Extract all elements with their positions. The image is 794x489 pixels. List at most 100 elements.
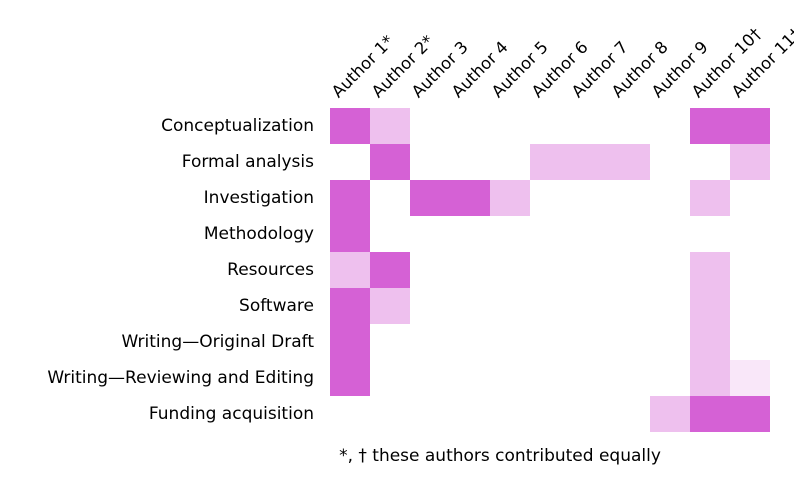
heatmap-cell: [730, 324, 770, 360]
heatmap-cell: [530, 144, 570, 180]
row-label: Investigation: [203, 188, 314, 208]
row-label: Formal analysis: [181, 152, 314, 172]
heatmap-cell: [410, 288, 450, 324]
heatmap-cell: [650, 216, 690, 252]
row-label: Software: [239, 296, 314, 316]
heatmap-cell: [370, 396, 410, 432]
heatmap-cell: [530, 252, 570, 288]
row-label: Resources: [227, 260, 314, 280]
heatmap-cell: [570, 252, 610, 288]
heatmap-cell: [610, 144, 650, 180]
heatmap-cell: [610, 324, 650, 360]
heatmap-cell: [490, 252, 530, 288]
heatmap-cell: [490, 288, 530, 324]
heatmap-cell: [450, 108, 490, 144]
heatmap-cell: [450, 288, 490, 324]
heatmap-cell: [530, 216, 570, 252]
row-label: Writing—Reviewing and Editing: [47, 368, 314, 388]
heatmap-cell: [370, 252, 410, 288]
heatmap-cell: [610, 252, 650, 288]
heatmap-cell: [370, 288, 410, 324]
heatmap-cell: [330, 108, 370, 144]
heatmap-cell: [690, 144, 730, 180]
heatmap-cell: [690, 396, 730, 432]
footnote: *, † these authors contributed equally: [339, 446, 661, 466]
heatmap-cell: [570, 324, 610, 360]
heatmap-cell: [330, 396, 370, 432]
heatmap-cell: [370, 324, 410, 360]
row-label: Conceptualization: [161, 116, 314, 136]
heatmap-cell: [450, 360, 490, 396]
heatmap-cell: [410, 216, 450, 252]
heatmap-cell: [570, 396, 610, 432]
heatmap-cell: [330, 288, 370, 324]
heatmap-cell: [650, 180, 690, 216]
heatmap-cell: [610, 396, 650, 432]
heatmap-cell: [490, 108, 530, 144]
heatmap-cell: [490, 216, 530, 252]
heatmap-cell: [370, 180, 410, 216]
heatmap-cell: [490, 360, 530, 396]
heatmap-cell: [730, 396, 770, 432]
heatmap-cell: [410, 144, 450, 180]
row-label: Methodology: [203, 224, 314, 244]
heatmap-cell: [370, 216, 410, 252]
row-label: Funding acquisition: [148, 404, 314, 424]
column-headers: Author 1* Author 2* Author 3 Author 4 Author…: [0, 0, 794, 106]
heatmap-cell: [650, 324, 690, 360]
heatmap-cell: [730, 144, 770, 180]
heatmap-cell: [370, 360, 410, 396]
row-labels: Conceptualization Formal analysis Investig…: [0, 108, 322, 432]
heatmap-cell: [330, 216, 370, 252]
heatmap-cell: [530, 396, 570, 432]
heatmap-cell: [330, 252, 370, 288]
heatmap-cell: [650, 360, 690, 396]
heatmap-cell: [570, 360, 610, 396]
heatmap-cell: [490, 396, 530, 432]
heatmap-cell: [610, 180, 650, 216]
heatmap-cell: [610, 360, 650, 396]
heatmap-cell: [410, 324, 450, 360]
heatmap-cell: [450, 216, 490, 252]
heatmap-cell: [730, 288, 770, 324]
heatmap-cell: [570, 144, 610, 180]
heatmap-cell: [650, 396, 690, 432]
heatmap-cell: [530, 324, 570, 360]
heatmap-cell: [490, 180, 530, 216]
heatmap-cell: [530, 180, 570, 216]
heatmap-cell: [530, 288, 570, 324]
heatmap-cell: [650, 288, 690, 324]
heatmap-cell: [370, 108, 410, 144]
heatmap-cell: [490, 144, 530, 180]
heatmap-cell: [330, 324, 370, 360]
heatmap-cell: [570, 288, 610, 324]
heatmap-grid: [330, 108, 770, 432]
heatmap-cell: [690, 252, 730, 288]
heatmap-cell: [410, 360, 450, 396]
heatmap-cell: [730, 360, 770, 396]
row-label: Writing—Original Draft: [121, 332, 315, 352]
heatmap-cell: [650, 252, 690, 288]
heatmap-cell: [690, 360, 730, 396]
heatmap-cell: [330, 144, 370, 180]
heatmap-cell: [450, 180, 490, 216]
heatmap-cell: [650, 108, 690, 144]
heatmap-cell: [450, 252, 490, 288]
heatmap-cell: [330, 360, 370, 396]
heatmap-cell: [410, 180, 450, 216]
heatmap-cell: [730, 252, 770, 288]
heatmap-cell: [730, 108, 770, 144]
heatmap-cell: [570, 108, 610, 144]
heatmap-cell: [690, 216, 730, 252]
heatmap-cell: [610, 108, 650, 144]
heatmap-cell: [410, 108, 450, 144]
heatmap-cell: [570, 216, 610, 252]
heatmap-cell: [570, 180, 610, 216]
heatmap-cell: [730, 216, 770, 252]
heatmap-cell: [650, 144, 690, 180]
heatmap-cell: [690, 288, 730, 324]
heatmap-cell: [690, 180, 730, 216]
heatmap-cell: [450, 396, 490, 432]
heatmap-cell: [530, 108, 570, 144]
